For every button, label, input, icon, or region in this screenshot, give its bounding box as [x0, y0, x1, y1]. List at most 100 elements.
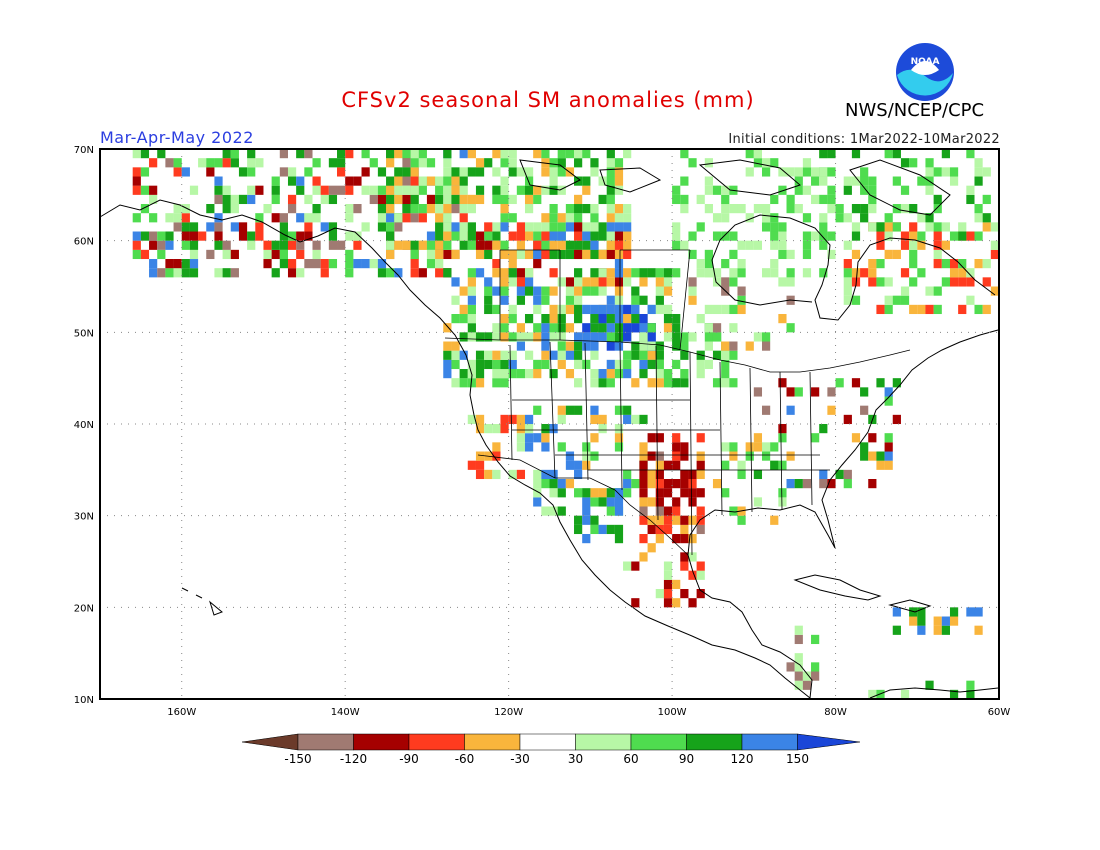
anomaly-cell [786, 268, 795, 278]
anomaly-cell [745, 149, 754, 159]
anomaly-cell [614, 167, 624, 177]
anomaly-cell [712, 350, 722, 360]
anomaly-cell [582, 231, 591, 241]
anomaly-cell [467, 414, 476, 425]
anomaly-cell [598, 231, 607, 241]
anomaly-cell [549, 469, 558, 480]
anomaly-cell [696, 433, 705, 443]
anomaly-cell [165, 231, 174, 241]
anomaly-cell [459, 378, 468, 388]
anomaly-cell [565, 249, 575, 260]
anomaly-cell [549, 185, 558, 195]
anomaly-cell [704, 176, 713, 186]
anomaly-cell [402, 240, 411, 250]
anomaly-cell [516, 295, 526, 305]
arctic-islands [519, 159, 951, 216]
anomaly-cell [533, 323, 542, 333]
anomaly-cell [549, 240, 558, 250]
anomaly-cell [802, 231, 812, 241]
anomaly-cell [835, 213, 844, 223]
anomaly-cell [966, 194, 975, 205]
anomaly-cell [900, 286, 910, 296]
anomaly-cell [377, 194, 387, 205]
anomaly-cell [598, 414, 607, 425]
anomaly-cell [623, 469, 632, 480]
anomaly-cell [565, 460, 575, 470]
anomaly-cell [917, 607, 926, 617]
anomaly-cell [802, 240, 812, 250]
anomaly-cell [614, 286, 624, 296]
anomaly-cell [909, 231, 918, 241]
anomaly-cell [484, 249, 493, 260]
anomaly-cell [516, 185, 526, 195]
anomaly-cell [565, 286, 575, 296]
anomaly-cell [868, 451, 877, 461]
anomaly-cell [565, 451, 575, 461]
anomaly-cell [843, 414, 852, 425]
lon-label: 160W [167, 707, 196, 718]
anomaly-cell [712, 323, 722, 333]
anomaly-cell [794, 671, 803, 681]
anomaly-cell [475, 194, 485, 205]
anomaly-cell [524, 167, 534, 177]
anomaly-cell [590, 497, 599, 507]
anomaly-cell [181, 213, 190, 223]
anomaly-cell [941, 277, 950, 287]
anomaly-cell [287, 240, 297, 250]
anomaly-cell [606, 341, 615, 351]
anomaly-cell [255, 185, 264, 195]
anomaly-cell [933, 240, 942, 250]
anomaly-cell [933, 625, 942, 635]
anomaly-cell [557, 506, 566, 516]
anomaly-cell [484, 350, 493, 360]
anomaly-cell [974, 167, 983, 177]
anomaly-cell [680, 561, 689, 571]
anomaly-cell [492, 323, 501, 333]
anomaly-cell [917, 268, 926, 278]
anomaly-cell [386, 231, 395, 241]
anomaly-cell [639, 460, 648, 470]
graticule [100, 149, 999, 699]
anomaly-cell [982, 222, 991, 232]
anomaly-cell [737, 515, 746, 525]
anomaly-cell [582, 442, 591, 452]
anomaly-cell [721, 341, 730, 351]
anomaly-cell [655, 350, 664, 360]
anomaly-cell [549, 488, 558, 498]
anomaly-cell [794, 662, 803, 672]
anomaly-cell [287, 176, 297, 186]
anomaly-cell [565, 204, 575, 214]
anomaly-cell [541, 286, 550, 296]
anomaly-cell [418, 185, 427, 195]
anomaly-cell [639, 497, 648, 507]
anomaly-cell [541, 167, 550, 177]
anomaly-cell [680, 341, 689, 351]
anomaly-cell [467, 378, 476, 388]
anomaly-cell [304, 194, 313, 205]
anomaly-cell [549, 424, 558, 434]
anomaly-cell [565, 479, 575, 489]
anomaly-cell [860, 185, 869, 195]
anomaly-cell [639, 268, 648, 278]
anomaly-cell [394, 167, 403, 177]
anomaly-cell [230, 194, 239, 205]
anomaly-cell [582, 277, 591, 287]
anomaly-cell [484, 424, 493, 434]
anomaly-cell [729, 378, 738, 388]
anomaly-cell [786, 249, 795, 260]
cuba [793, 574, 882, 601]
anomaly-cell [843, 185, 852, 195]
anomaly-cell [320, 222, 329, 232]
anomaly-cell [565, 213, 575, 223]
anomaly-cell [394, 240, 403, 250]
anomaly-cell [868, 259, 877, 269]
anomaly-cell [647, 451, 656, 461]
anomaly-cell [761, 442, 771, 452]
anomaly-cell [402, 204, 411, 214]
anomaly-cell [860, 167, 869, 177]
anomaly-cell [623, 149, 632, 159]
anomaly-cell [173, 158, 182, 168]
anomaly-cell [917, 231, 926, 241]
anomaly-cell [639, 359, 648, 370]
anomaly-cell [500, 240, 509, 250]
